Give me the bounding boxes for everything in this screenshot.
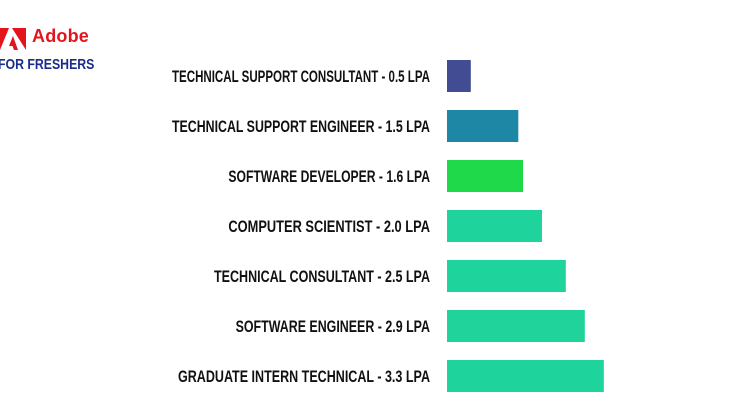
category-label-4: COMPUTER SCIENTIST - 2.0 LPA: [228, 217, 430, 236]
category-label-7: GRADUATE INTERN TECHNICAL - 3.3 LPA: [178, 367, 430, 386]
bar-2: [447, 110, 519, 142]
adobe-logo-icon: [0, 28, 26, 50]
bar-4: [447, 210, 542, 242]
category-label-2: TECHNICAL SUPPORT ENGINEER - 1.5 LPA: [172, 117, 430, 136]
bar-6: [447, 310, 585, 342]
category-label-3: SOFTWARE DEVELOPER - 1.6 LPA: [228, 167, 430, 186]
brand-tagline: FOR FRESHERS: [0, 56, 95, 73]
bar-series: [447, 60, 604, 392]
category-labels: TECHNICAL SUPPORT CONSULTANT - 0.5 LPA TE…: [172, 67, 430, 386]
category-label-1: TECHNICAL SUPPORT CONSULTANT - 0.5 LPA: [172, 67, 430, 86]
brand-name: Adobe: [32, 26, 89, 46]
bar-7: [447, 360, 604, 392]
category-label-5: TECHNICAL CONSULTANT - 2.5 LPA: [214, 267, 430, 286]
category-label-6: SOFTWARE ENGINEER - 2.9 LPA: [236, 317, 430, 336]
bar-5: [447, 260, 566, 292]
bar-1: [447, 60, 471, 92]
brand-block: Adobe FOR FRESHERS: [0, 26, 110, 86]
bar-3: [447, 160, 523, 192]
